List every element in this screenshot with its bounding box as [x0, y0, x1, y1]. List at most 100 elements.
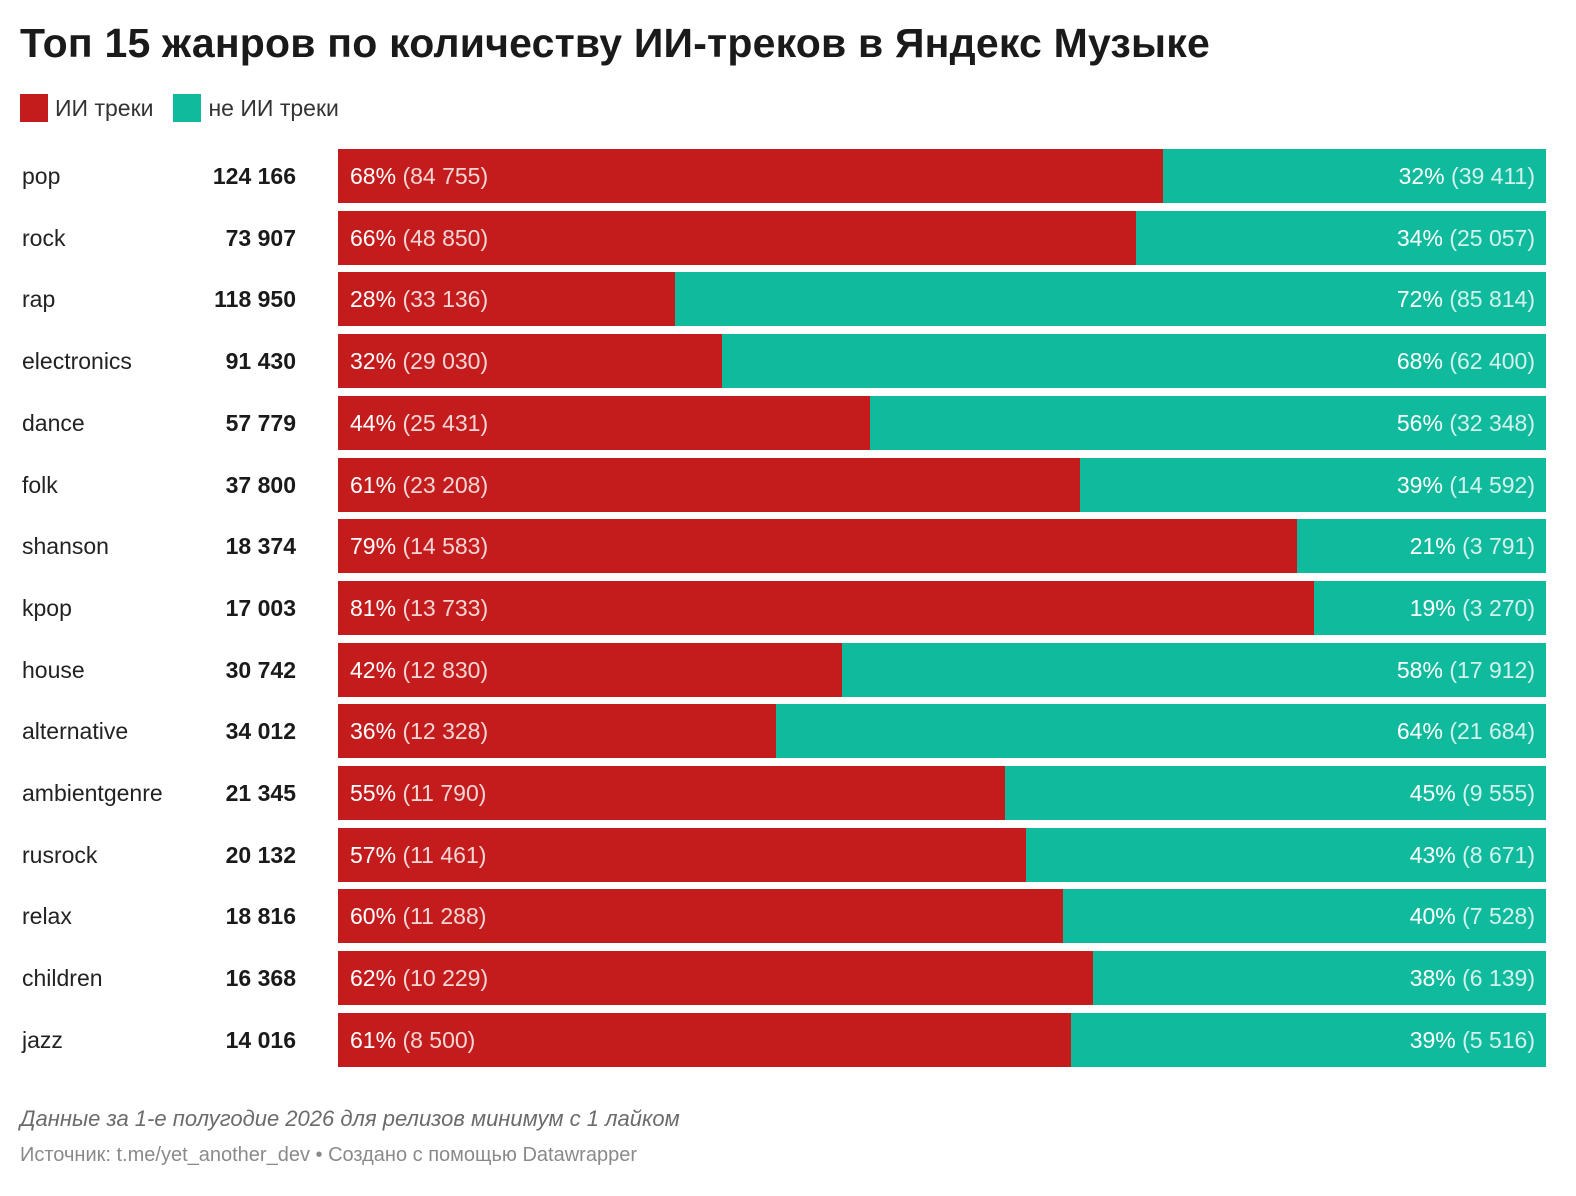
bar-label-ai: 62% (10 229) — [350, 965, 489, 991]
chart-note: Данные за 1-е полугодие 2026 для релизов… — [20, 1106, 680, 1131]
chart-title: Топ 15 жанров по количеству ИИ-треков в … — [20, 20, 1210, 66]
legend-swatch-ai — [20, 94, 48, 122]
bar-label-ai: 68% (84 755) — [350, 163, 489, 189]
legend-label-non-ai: не ИИ треки — [208, 94, 339, 121]
genre-total: 37 800 — [225, 472, 296, 498]
bar-label-non-ai: 32% (39 411) — [1398, 163, 1535, 189]
genre-total: 57 779 — [225, 410, 296, 436]
bar-label-non-ai: 34% (25 057) — [1396, 225, 1535, 251]
chart-source: Источник: t.me/yet_another_dev • Создано… — [20, 1144, 637, 1166]
bar-segment-ai — [338, 704, 776, 758]
genre-total: 21 345 — [225, 780, 296, 806]
bar-segment-non-ai — [1026, 828, 1546, 882]
genre-label: rock — [22, 225, 66, 251]
bar-label-ai: 32% (29 030) — [350, 348, 489, 374]
bar-segment-non-ai — [1163, 149, 1546, 203]
genre-total: 73 907 — [225, 225, 296, 251]
bar-segment-non-ai — [776, 704, 1546, 758]
bar-segment-non-ai — [870, 396, 1546, 450]
bar-label-ai: 61% (23 208) — [350, 472, 489, 498]
legend-item-non-ai: не ИИ треки — [173, 94, 339, 122]
bar-segment-ai — [338, 458, 1080, 512]
bar-segment-ai — [338, 828, 1026, 882]
genre-total: 34 012 — [225, 718, 296, 744]
genre-label: children — [22, 965, 103, 991]
genre-label: rusrock — [22, 842, 98, 868]
genre-total: 16 368 — [225, 965, 296, 991]
genre-label: house — [22, 657, 85, 683]
genre-label: rap — [22, 286, 56, 312]
bar-segment-non-ai — [722, 334, 1546, 388]
bar-segment-ai — [338, 643, 842, 697]
genre-label: dance — [22, 410, 85, 436]
bar-segment-ai — [338, 889, 1063, 943]
bar-label-non-ai: 19% (3 270) — [1409, 595, 1535, 621]
bar-label-non-ai: 38% (6 139) — [1409, 965, 1535, 991]
bar-label-ai: 36% (12 328) — [350, 718, 489, 744]
bar-segment-non-ai — [1093, 951, 1546, 1005]
bar-label-non-ai: 45% (9 555) — [1409, 780, 1535, 806]
bar-label-non-ai: 39% (14 592) — [1396, 472, 1535, 498]
genre-total: 124 166 — [212, 163, 296, 189]
bar-label-ai: 44% (25 431) — [350, 410, 489, 436]
genre-total: 18 816 — [225, 903, 296, 929]
bar-label-ai: 61% (8 500) — [350, 1027, 476, 1053]
bar-segment-non-ai — [842, 643, 1546, 697]
bar-label-non-ai: 68% (62 400) — [1396, 348, 1535, 374]
bar-segment-non-ai — [675, 272, 1546, 326]
genre-total: 18 374 — [225, 533, 296, 559]
bar-segment-ai — [338, 272, 675, 326]
bar-label-ai: 55% (11 790) — [350, 780, 487, 806]
genre-total: 118 950 — [214, 286, 296, 312]
bar-label-non-ai: 72% (85 814) — [1396, 286, 1535, 312]
legend: ИИ треки не ИИ треки — [20, 93, 359, 123]
bar-segment-ai — [338, 396, 870, 450]
bar-label-non-ai: 43% (8 671) — [1409, 842, 1535, 868]
bar-label-ai: 28% (33 136) — [350, 286, 489, 312]
legend-item-ai: ИИ треки — [20, 94, 153, 122]
bar-segment-ai — [338, 149, 1163, 203]
bar-segment-ai — [338, 211, 1136, 265]
bar-label-non-ai: 64% (21 684) — [1396, 718, 1535, 744]
bar-label-ai: 42% (12 830) — [350, 657, 489, 683]
bar-label-non-ai: 40% (7 528) — [1409, 903, 1535, 929]
genre-label: jazz — [22, 1027, 63, 1053]
genre-label: pop — [22, 163, 61, 189]
legend-swatch-non-ai — [173, 94, 202, 122]
genre-label: electronics — [22, 348, 132, 374]
bar-label-ai: 81% (13 733) — [350, 595, 489, 621]
bar-label-non-ai: 39% (5 516) — [1409, 1027, 1535, 1053]
genre-label: alternative — [22, 718, 129, 744]
bar-segment-ai — [338, 951, 1093, 1005]
bar-label-non-ai: 58% (17 912) — [1396, 657, 1535, 683]
bar-segment-non-ai — [1080, 458, 1546, 512]
bar-label-ai: 79% (14 583) — [350, 533, 489, 559]
bar-segment-ai — [338, 581, 1314, 635]
legend-label-ai: ИИ треки — [55, 94, 154, 121]
bar-segment-non-ai — [1136, 211, 1546, 265]
genre-total: 91 430 — [225, 348, 296, 374]
bar-segment-non-ai — [1063, 889, 1546, 943]
bar-segment-ai — [338, 334, 722, 388]
genre-label: shanson — [22, 533, 109, 559]
bar-segment-non-ai — [1005, 766, 1546, 820]
bar-label-ai: 57% (11 461) — [350, 842, 487, 868]
bar-segment-non-ai — [1297, 519, 1546, 573]
bar-segment-ai — [338, 519, 1297, 573]
genre-label: ambientgenre — [22, 780, 163, 806]
genre-label: kpop — [22, 595, 72, 621]
bar-label-ai: 66% (48 850) — [350, 225, 489, 251]
bar-segment-ai — [338, 766, 1005, 820]
genre-label: folk — [22, 472, 58, 498]
bar-label-non-ai: 21% (3 791) — [1409, 533, 1535, 559]
genre-total: 20 132 — [225, 842, 296, 868]
bar-label-ai: 60% (11 288) — [350, 903, 487, 929]
genre-total: 14 016 — [225, 1027, 296, 1053]
genre-total: 17 003 — [225, 595, 296, 621]
bar-segment-non-ai — [1314, 581, 1546, 635]
genre-total: 30 742 — [225, 657, 296, 683]
bar-label-non-ai: 56% (32 348) — [1396, 410, 1535, 436]
genre-label: relax — [22, 903, 72, 929]
bar-segment-non-ai — [1071, 1013, 1546, 1067]
bar-segment-ai — [338, 1013, 1071, 1067]
